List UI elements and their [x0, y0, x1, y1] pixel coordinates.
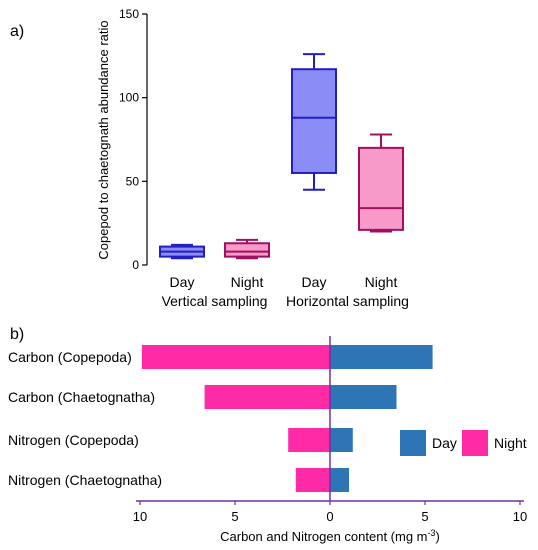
x-group-label: Vertical sampling	[162, 293, 268, 309]
bar-day	[330, 468, 349, 492]
panel-b-barchart: b) 10 5 0 5 10 Carbon (Copepoda) Carbon (Chae…	[8, 326, 527, 544]
panel-a-ylabel: Copepod to chaetognath abundance ratio	[96, 20, 111, 259]
x-group-label: Horizontal sampling	[286, 293, 409, 309]
x-category-label: Day	[170, 274, 195, 290]
panel-a-x-labels: Day Night Day Night Vertical sampling Horizon…	[162, 274, 409, 309]
y-tick-label: 150	[119, 7, 139, 21]
x-category-label: Day	[302, 274, 327, 290]
bar-night	[204, 385, 330, 409]
bar-night	[288, 428, 330, 452]
panel-a-boxplot: a) Copepod to chaetognath abundance rati…	[10, 7, 409, 309]
x-category-label: Night	[365, 274, 398, 290]
box-night-horizontal	[358, 133, 404, 233]
panel-a-y-axis: 0 50 100 150	[119, 7, 148, 272]
box-iqr	[358, 146, 404, 231]
x-tick-label: 0	[326, 509, 333, 524]
panel-b-legend: Day Night	[400, 430, 527, 456]
x-tick-label: 10	[133, 509, 147, 524]
panel-b-bars	[141, 345, 433, 492]
xlabel-close: )	[436, 529, 440, 544]
panel-a-label: a)	[10, 23, 24, 40]
panel-a-boxes	[159, 53, 404, 260]
x-tick-label: 5	[421, 509, 428, 524]
legend-label-night: Night	[494, 435, 527, 451]
legend-swatch-night	[462, 430, 488, 456]
box-iqr	[291, 68, 337, 174]
category-label: Carbon (Chaetognatha)	[8, 389, 155, 405]
bar-night	[141, 345, 330, 369]
box-day-vertical	[159, 243, 205, 260]
category-label: Carbon (Copepoda)	[8, 349, 132, 365]
box-day-horizontal	[291, 53, 337, 191]
x-tick-label: 10	[513, 509, 527, 524]
panel-b-label: b)	[10, 326, 24, 343]
legend-label-day: Day	[432, 435, 457, 451]
bar-night	[295, 468, 330, 492]
x-category-label: Night	[231, 274, 264, 290]
xlabel-superscript: -3	[428, 528, 436, 538]
box-night-vertical	[224, 238, 270, 260]
panel-b-axes: 10 5 0 5 10	[133, 336, 527, 524]
y-tick-label: 0	[132, 258, 139, 272]
category-label: Nitrogen (Chaetognatha)	[8, 472, 162, 488]
y-tick-label: 50	[126, 174, 140, 188]
bar-day	[330, 345, 433, 369]
bar-day	[330, 428, 353, 452]
bar-day	[330, 385, 397, 409]
x-tick-label: 5	[231, 509, 238, 524]
panel-b-xlabel: Carbon and Nitrogen content (mg m-3)	[220, 528, 440, 544]
box-iqr	[224, 242, 270, 258]
y-tick-label: 100	[119, 91, 139, 105]
panel-b-category-labels: Carbon (Copepoda) Carbon (Chaetognatha) Ni…	[8, 349, 162, 488]
category-label: Nitrogen (Copepoda)	[8, 432, 139, 448]
legend-swatch-day	[400, 430, 426, 456]
